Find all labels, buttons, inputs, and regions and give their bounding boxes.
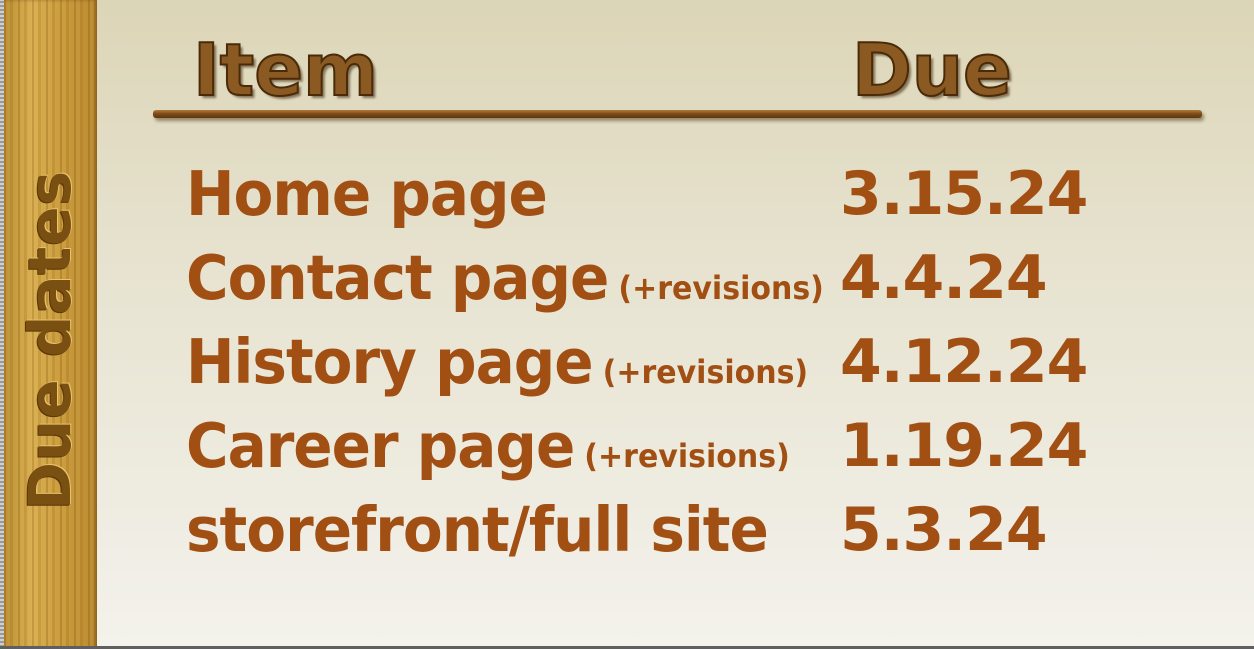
item-note: (+revisions) [618,270,824,308]
item-note: (+revisions) [602,354,809,392]
item-cell: Career page (+revisions) [186,401,790,502]
item-cell: storefront/full site [186,485,778,586]
item-name: Contact page [186,241,609,314]
item-note: (+revisions) [584,438,790,476]
item-cell: Home page [186,149,557,250]
item-name: History page [186,325,594,398]
table-row: Home page 3.15.24 [0,152,1254,236]
header-divider [153,110,1202,118]
table-row: History page (+revisions) 4.12.24 [0,320,1254,404]
item-cell: Contact page (+revisions) [186,233,824,334]
due-date-cell: 5.3.24 [840,495,1048,565]
due-dates-table: Home page 3.15.24 Contact page (+revision… [0,152,1254,572]
table-row: storefront/full site 5.3.24 [0,488,1254,572]
due-date-cell: 4.4.24 [840,243,1048,313]
item-cell: History page (+revisions) [186,317,808,418]
due-date-cell: 4.12.24 [840,327,1088,397]
wood-sidebar [4,0,97,649]
due-date-cell: 1.19.24 [840,411,1088,481]
table-row: Contact page (+revisions) 4.4.24 [0,236,1254,320]
left-edge [0,0,4,649]
due-column-header: Due [851,28,1013,112]
table-row: Career page (+revisions) 1.19.24 [0,404,1254,488]
item-column-header: Item [192,28,379,112]
item-name: Home page [186,157,548,230]
item-name: storefront/full site [186,493,769,566]
due-date-cell: 3.15.24 [840,159,1088,229]
item-name: Career page [186,409,575,482]
bottom-border [0,646,1254,649]
